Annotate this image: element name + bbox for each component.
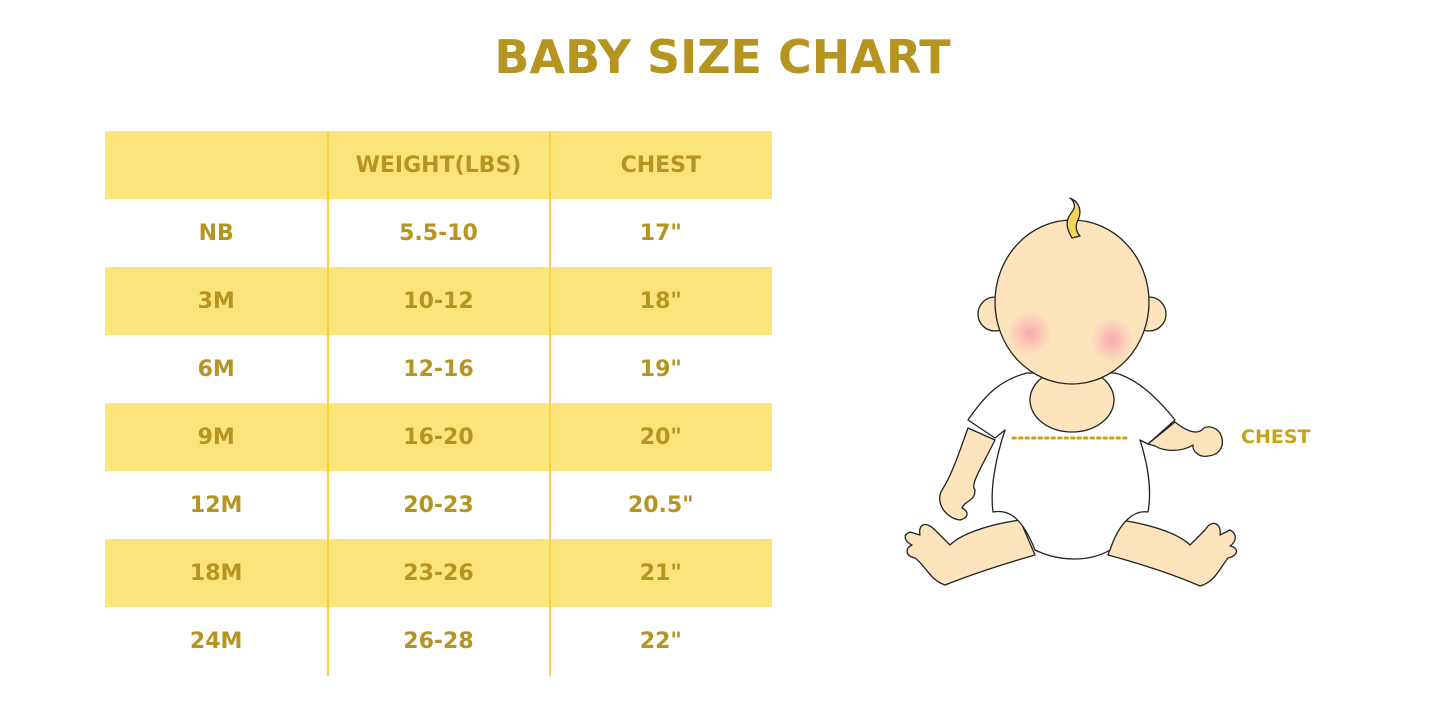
right-arm (1147, 421, 1223, 457)
size-cell: 9M (197, 424, 235, 450)
table-row: NB 5.5-10 17" (105, 199, 772, 267)
chest-label: CHEST (1241, 426, 1311, 448)
weight-cell: 16-20 (403, 424, 474, 450)
header-cell-weight: WEIGHT(LBS) (355, 152, 522, 178)
chest-cell: 21" (639, 560, 682, 586)
column-divider (549, 131, 551, 676)
chest-cell: 20" (639, 424, 682, 450)
onesie (967, 372, 1176, 560)
table-row: 6M 12-16 19" (105, 335, 772, 403)
weight-cell: 5.5-10 (399, 220, 478, 246)
right-cheek (1090, 318, 1134, 362)
right-leg (1107, 519, 1238, 587)
chest-cell: 22" (639, 628, 682, 654)
left-arm (939, 427, 996, 521)
size-cell: 6M (197, 356, 235, 382)
baby-illustration (904, 197, 1238, 587)
header-cell-size (105, 131, 327, 199)
chest-cell: 19" (639, 356, 682, 382)
weight-cell: 23-26 (403, 560, 474, 586)
table-row: 24M 26-28 22" (105, 607, 772, 675)
left-cheek (1008, 311, 1052, 355)
size-cell: NB (198, 220, 234, 246)
table-row: 9M 16-20 20" (105, 403, 772, 471)
table-row: 3M 10-12 18" (105, 267, 772, 335)
table-row: 18M 23-26 21" (105, 539, 772, 607)
table-header-row: WEIGHT(LBS) CHEST (105, 131, 772, 199)
size-cell: 12M (189, 492, 243, 518)
size-table: WEIGHT(LBS) CHEST NB 5.5-10 17" 3M 10-12… (105, 131, 772, 675)
chest-cell: 18" (639, 288, 682, 314)
weight-cell: 26-28 (403, 628, 474, 654)
weight-cell: 20-23 (403, 492, 474, 518)
head (994, 219, 1150, 385)
size-cell: 3M (197, 288, 235, 314)
column-divider (327, 131, 329, 676)
page-title: BABY SIZE CHART (494, 30, 951, 84)
table-row: 12M 20-23 20.5" (105, 471, 772, 539)
left-leg (904, 519, 1036, 586)
hair-tuft (1066, 197, 1081, 239)
weight-cell: 12-16 (403, 356, 474, 382)
chest-cell: 17" (639, 220, 682, 246)
size-cell: 24M (189, 628, 243, 654)
size-cell: 18M (189, 560, 243, 586)
chest-cell: 20.5" (627, 492, 694, 518)
header-cell-chest: CHEST (620, 152, 702, 178)
weight-cell: 10-12 (403, 288, 474, 314)
